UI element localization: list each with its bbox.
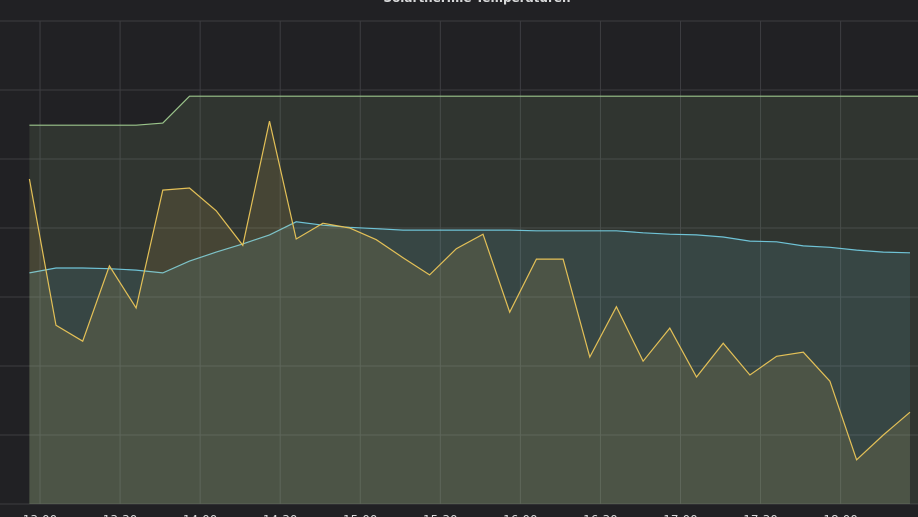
x-tick-label: 13:30: [103, 513, 138, 517]
x-tick-label: 17:00: [663, 513, 698, 517]
x-tick-label: 14:30: [263, 513, 298, 517]
x-tick-label: 17:30: [743, 513, 778, 517]
area: [29, 221, 910, 505]
x-tick-label: 15:30: [423, 513, 458, 517]
x-tick-label: 16:00: [503, 513, 538, 517]
x-tick-label: 16:30: [583, 513, 618, 517]
line: [28, 120, 911, 461]
x-tick-label: 18:00: [823, 513, 858, 517]
chart-title: Solarthermie Temperaturen: [383, 0, 570, 5]
line: [29, 95, 918, 126]
x-tick-label: 14:00: [183, 513, 218, 517]
x-tick-label: 13:00: [23, 513, 58, 517]
line: [29, 221, 911, 274]
area: [29, 96, 918, 504]
x-tick-label: 15:00: [343, 513, 378, 517]
